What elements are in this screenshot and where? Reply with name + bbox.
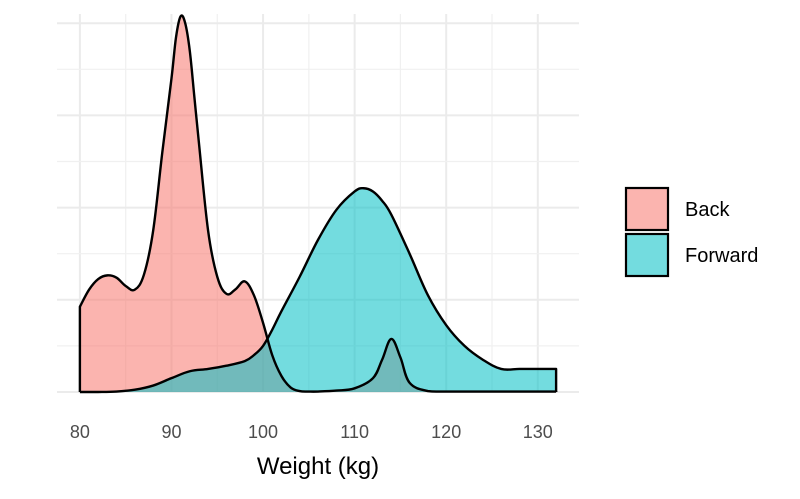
x-tick-label: 120: [431, 422, 461, 442]
legend-item-back: Back: [624, 186, 730, 232]
x-axis-title: Weight (kg): [257, 453, 379, 480]
density-outline-back: [78, 14, 558, 393]
density-area-back: [79, 15, 557, 393]
x-tick-label: 100: [248, 422, 278, 442]
density-areas: [79, 15, 557, 393]
x-tick-label: 80: [70, 422, 90, 442]
density-outlines: [78, 14, 558, 394]
density-outline-forward: [79, 187, 558, 394]
legend: Back Forward: [624, 186, 758, 278]
legend-key-back: [624, 186, 670, 232]
x-tick-label: 110: [340, 422, 369, 442]
legend-item-forward: Forward: [624, 232, 758, 278]
x-axis-ticks: 80 90 100 110 120 130: [70, 422, 553, 442]
legend-label: Forward: [685, 245, 758, 267]
legend-label: Back: [685, 199, 730, 221]
density-area-forward: [79, 188, 557, 392]
legend-key-forward: [624, 232, 670, 278]
x-tick-label: 90: [161, 422, 181, 442]
x-tick-label: 130: [523, 422, 553, 442]
